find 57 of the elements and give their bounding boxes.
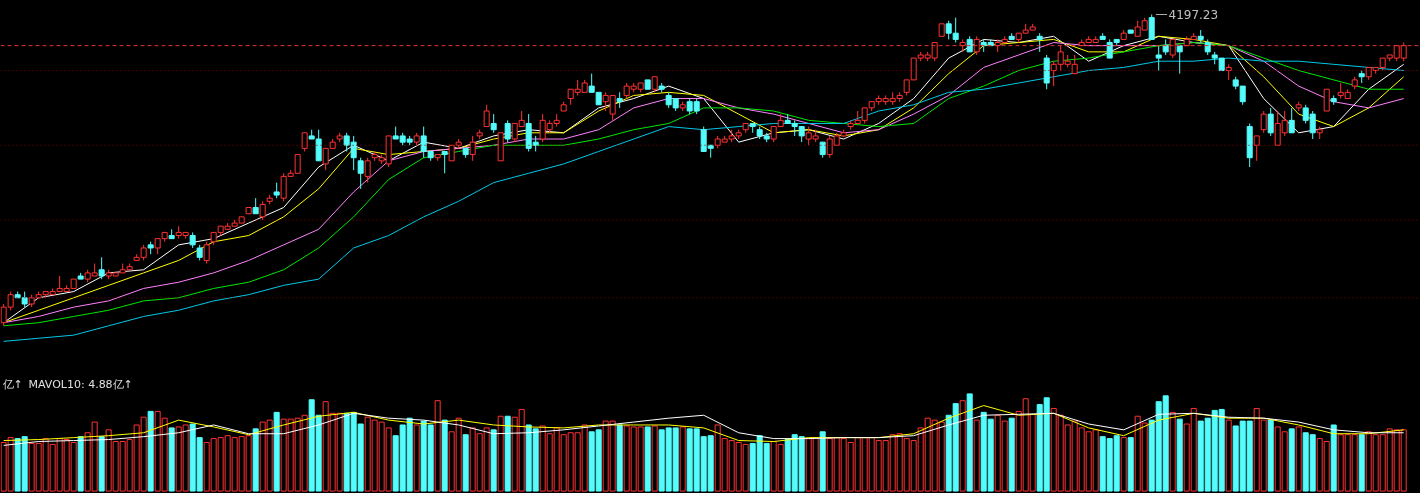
- bar: [434, 400, 441, 492]
- bar: [1295, 426, 1302, 492]
- bar: [441, 419, 448, 492]
- bar: [1225, 419, 1232, 492]
- bar: [1267, 419, 1274, 492]
- candlestick: [98, 256, 105, 280]
- bar: [1288, 428, 1295, 492]
- candlestick: [203, 241, 210, 265]
- candlestick: [504, 119, 511, 143]
- bar: [1176, 418, 1183, 492]
- bar: [819, 431, 826, 492]
- bar: [147, 410, 154, 492]
- text: MAVOL10: 4.88亿↑: [28, 377, 133, 391]
- bar: [497, 415, 504, 492]
- text: 亿↑: [1, 377, 23, 391]
- candlestick: [1253, 135, 1260, 162]
- bar: [504, 415, 511, 492]
- candlestick: [1036, 32, 1043, 53]
- bar: [959, 400, 966, 492]
- candlestick: [301, 132, 308, 152]
- bar: [616, 424, 623, 492]
- candlestick: [1260, 110, 1267, 134]
- candlestick: [1169, 38, 1176, 59]
- annotation: 4197.23: [1168, 8, 1219, 23]
- candlestick: [1148, 14, 1155, 40]
- bar: [252, 428, 259, 492]
- bar: [1120, 437, 1127, 492]
- bar: [490, 429, 497, 492]
- bar: [973, 419, 980, 492]
- candlestick: [490, 113, 497, 134]
- bar: [168, 427, 175, 492]
- bar: [462, 434, 469, 492]
- candlestick: [364, 157, 371, 184]
- candlestick: [357, 157, 364, 190]
- bar: [1127, 437, 1134, 492]
- bar: [679, 426, 686, 492]
- bar: [1169, 411, 1176, 492]
- bar: [413, 424, 420, 492]
- bar: [1008, 417, 1015, 492]
- candlestick: [441, 150, 448, 174]
- bar: [644, 426, 651, 492]
- candlestick: [469, 135, 476, 162]
- bar: [1330, 424, 1337, 492]
- candlestick: [1176, 45, 1183, 75]
- bar: [966, 393, 973, 492]
- candlestick: [1288, 107, 1295, 134]
- candlestick: [1267, 107, 1274, 137]
- bar: [98, 436, 105, 492]
- candlestick: [483, 104, 490, 128]
- bar: [651, 425, 658, 492]
- candlestick: [259, 200, 266, 221]
- candlestick: [1155, 45, 1162, 72]
- candlestick: [973, 35, 980, 56]
- candlestick: [1323, 88, 1330, 112]
- bar: [1358, 434, 1365, 492]
- bar: [273, 411, 280, 492]
- bar: [77, 436, 84, 492]
